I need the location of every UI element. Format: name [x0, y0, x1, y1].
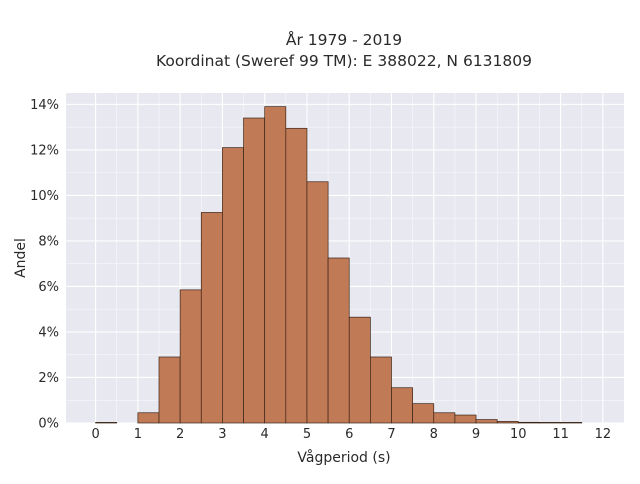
- x-tick-label: 11: [552, 427, 569, 442]
- histogram-bar: [517, 421, 540, 424]
- y-tick-label: 4%: [38, 325, 59, 340]
- x-tick-label: 6: [345, 427, 353, 442]
- y-tick-label: 10%: [30, 189, 59, 204]
- histogram-bar: [306, 181, 329, 424]
- histogram-bar: [348, 316, 371, 424]
- histogram-bar: [95, 422, 118, 424]
- y-tick-label: 8%: [38, 234, 59, 249]
- x-tick-label: 10: [510, 427, 527, 442]
- y-tick-label: 2%: [38, 371, 59, 386]
- histogram-bar: [179, 289, 202, 424]
- x-axis-label: Vågperiod (s): [297, 449, 390, 466]
- histogram-bar: [560, 422, 583, 424]
- y-axis-label: Andel: [13, 238, 29, 278]
- x-tick-label: 4: [261, 427, 269, 442]
- histogram-bar: [222, 147, 244, 424]
- x-tick-label: 3: [218, 427, 226, 442]
- x-tick-label: 9: [472, 427, 480, 442]
- histogram-bar: [158, 356, 181, 424]
- x-tick-label: 1: [134, 427, 142, 442]
- histogram-bar: [454, 414, 477, 424]
- plot-area: 0 1 2 3 4 5 6 7 8 9 10 11 120%2%4%6%8%10%12%14%: [30, 93, 624, 442]
- y-tick-label: 12%: [30, 143, 59, 158]
- histogram-bar: [370, 356, 392, 424]
- x-tick-label: 8: [430, 427, 438, 442]
- x-tick-label: 5: [303, 427, 311, 442]
- histogram-bar: [475, 419, 498, 424]
- histogram-bar: [539, 422, 561, 424]
- histogram-bar: [391, 387, 413, 424]
- histogram-bar: [264, 106, 287, 424]
- histogram-bar: [285, 127, 308, 424]
- y-tick-label: 0%: [38, 417, 59, 432]
- histogram-bar: [243, 117, 266, 424]
- x-tick-label: 2: [176, 427, 184, 442]
- chart-subtitle: Koordinat (Sweref 99 TM): E 388022, N 61…: [156, 52, 532, 70]
- histogram-bar: [200, 212, 223, 424]
- histogram-bar: [137, 412, 160, 424]
- histogram-bar: [496, 421, 519, 424]
- histogram-bar: [327, 257, 350, 424]
- y-tick-label: 6%: [38, 280, 59, 295]
- chart-title: År 1979 - 2019: [286, 30, 402, 49]
- y-tick-label: 14%: [30, 98, 59, 113]
- x-tick-label: 0: [91, 427, 99, 442]
- x-tick-label: 7: [387, 427, 395, 442]
- x-tick-label: 12: [595, 427, 612, 442]
- histogram-bar: [412, 403, 435, 424]
- histogram-bar: [433, 412, 456, 424]
